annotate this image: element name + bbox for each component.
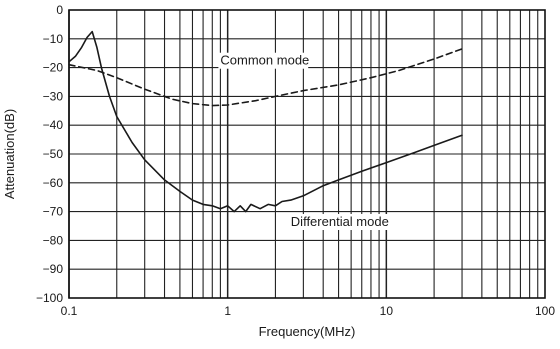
y-tick-label: −30 — [43, 89, 64, 103]
y-tick-label: −60 — [43, 176, 64, 190]
series-labels: Common mode Differential mode — [218, 52, 426, 230]
x-axis-ticks: 0.1 1 10 100 — [61, 304, 556, 318]
common-mode-line — [68, 48, 463, 107]
y-tick-label: −40 — [43, 118, 64, 132]
y-tick-label: −70 — [43, 205, 64, 219]
y-tick-label: −100 — [36, 291, 63, 305]
differential-mode-label: Differential mode — [291, 214, 389, 229]
y-axis-title: Attenuation(dB) — [2, 109, 17, 199]
y-tick-label: −50 — [43, 147, 64, 161]
y-axis-ticks: 0 −10 −20 −30 −40 −50 −60 −70 −80 −90 −100 — [36, 3, 63, 305]
y-tick-label: −10 — [43, 32, 64, 46]
y-tick-label: −80 — [43, 233, 64, 247]
series-label-background — [218, 52, 309, 69]
series-layer — [68, 30, 463, 213]
x-tick-label: 0.1 — [61, 304, 78, 318]
series-label-background — [288, 214, 426, 230]
y-tick-label: −90 — [43, 262, 64, 276]
differential-mode-line — [68, 30, 463, 213]
x-tick-label: 10 — [380, 304, 394, 318]
common-mode-label: Common mode — [220, 53, 309, 68]
plot-frame — [68, 9, 546, 299]
x-tick-label: 100 — [535, 304, 555, 318]
y-tick-label: −20 — [43, 61, 64, 75]
x-axis-title: Frequency(MHz) — [259, 324, 356, 339]
x-tick-label: 1 — [224, 304, 231, 318]
y-tick-label: 0 — [56, 3, 63, 17]
